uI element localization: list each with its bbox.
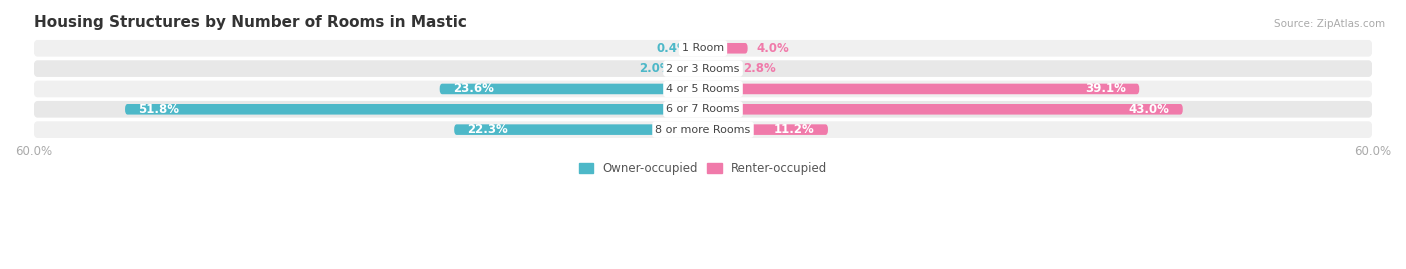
FancyBboxPatch shape <box>34 101 1372 118</box>
Text: 51.8%: 51.8% <box>138 103 180 116</box>
FancyBboxPatch shape <box>681 63 703 74</box>
FancyBboxPatch shape <box>703 104 1182 115</box>
Text: 2 or 3 Rooms: 2 or 3 Rooms <box>666 63 740 74</box>
Text: 39.1%: 39.1% <box>1085 83 1126 95</box>
FancyBboxPatch shape <box>703 124 828 135</box>
FancyBboxPatch shape <box>454 124 703 135</box>
Text: 8 or more Rooms: 8 or more Rooms <box>655 125 751 134</box>
FancyBboxPatch shape <box>703 84 1139 94</box>
Text: 22.3%: 22.3% <box>468 123 509 136</box>
Text: Source: ZipAtlas.com: Source: ZipAtlas.com <box>1274 19 1385 29</box>
FancyBboxPatch shape <box>699 43 703 54</box>
Text: 1 Room: 1 Room <box>682 43 724 53</box>
FancyBboxPatch shape <box>34 60 1372 77</box>
Text: 43.0%: 43.0% <box>1129 103 1170 116</box>
Legend: Owner-occupied, Renter-occupied: Owner-occupied, Renter-occupied <box>574 157 832 180</box>
Text: 4 or 5 Rooms: 4 or 5 Rooms <box>666 84 740 94</box>
FancyBboxPatch shape <box>703 43 748 54</box>
FancyBboxPatch shape <box>34 121 1372 138</box>
Text: 4.0%: 4.0% <box>756 42 789 55</box>
FancyBboxPatch shape <box>125 104 703 115</box>
FancyBboxPatch shape <box>440 84 703 94</box>
Text: 11.2%: 11.2% <box>773 123 814 136</box>
Text: 6 or 7 Rooms: 6 or 7 Rooms <box>666 104 740 114</box>
Text: 2.0%: 2.0% <box>640 62 672 75</box>
Text: 23.6%: 23.6% <box>453 83 494 95</box>
FancyBboxPatch shape <box>34 81 1372 97</box>
Text: 2.8%: 2.8% <box>744 62 776 75</box>
Text: 0.4%: 0.4% <box>657 42 689 55</box>
FancyBboxPatch shape <box>34 40 1372 56</box>
FancyBboxPatch shape <box>703 63 734 74</box>
Text: Housing Structures by Number of Rooms in Mastic: Housing Structures by Number of Rooms in… <box>34 15 467 30</box>
